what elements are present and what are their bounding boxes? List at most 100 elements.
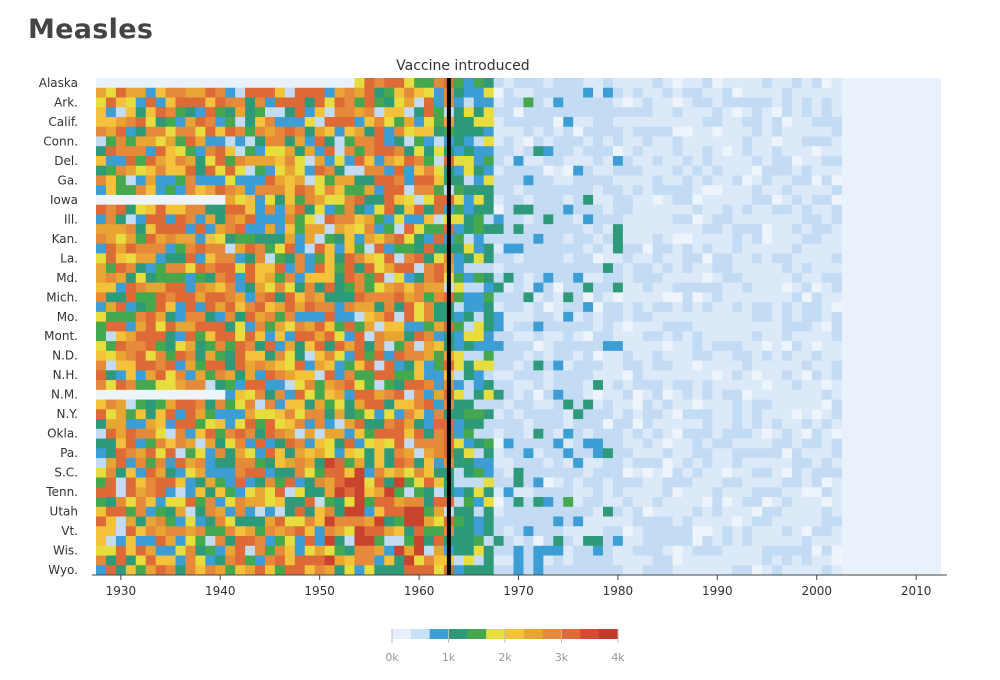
heatmap-cell bbox=[434, 126, 445, 137]
heatmap-cell bbox=[553, 263, 564, 274]
heatmap-cell bbox=[404, 87, 415, 98]
heatmap-cell bbox=[742, 526, 753, 537]
heatmap-cell bbox=[583, 458, 594, 469]
heatmap-cell bbox=[682, 302, 693, 313]
heatmap-cell bbox=[344, 389, 355, 400]
heatmap-cell bbox=[125, 126, 137, 137]
heatmap-cell bbox=[245, 224, 256, 235]
heatmap-cell bbox=[692, 438, 703, 449]
heatmap-cell bbox=[762, 555, 773, 566]
y-tick-label: S.C. bbox=[54, 466, 78, 480]
heatmap-cell bbox=[513, 506, 524, 517]
heatmap-cell bbox=[632, 419, 644, 430]
heatmap-cell bbox=[334, 555, 345, 566]
heatmap-cell bbox=[732, 360, 743, 371]
heatmap-cell bbox=[374, 477, 385, 488]
heatmap-cell bbox=[563, 204, 574, 215]
heatmap-cell bbox=[612, 282, 624, 293]
heatmap-cell bbox=[781, 409, 793, 420]
heatmap-cell bbox=[473, 136, 485, 147]
heatmap-cell bbox=[145, 555, 157, 566]
heatmap-cell bbox=[563, 175, 574, 186]
heatmap-cell bbox=[314, 428, 326, 439]
heatmap-cell bbox=[523, 545, 534, 556]
heatmap-cell bbox=[473, 204, 485, 215]
heatmap-cell bbox=[732, 78, 743, 89]
heatmap-cell bbox=[265, 389, 276, 400]
heatmap-cell bbox=[96, 194, 107, 206]
heatmap-cell bbox=[195, 136, 206, 147]
heatmap-cell bbox=[722, 214, 733, 225]
heatmap-cell bbox=[742, 477, 753, 488]
heatmap-cell bbox=[155, 487, 166, 498]
heatmap-cell bbox=[483, 243, 495, 254]
heatmap-cell bbox=[612, 214, 624, 225]
heatmap-cell bbox=[364, 155, 375, 167]
heatmap-cell bbox=[354, 87, 365, 98]
heatmap-cell bbox=[115, 370, 127, 381]
heatmap-cell bbox=[692, 116, 703, 128]
heatmap-cell bbox=[662, 448, 673, 459]
heatmap-cell bbox=[165, 282, 176, 293]
heatmap-cell bbox=[772, 204, 783, 215]
heatmap-cell bbox=[483, 341, 495, 352]
heatmap-cell bbox=[831, 107, 842, 118]
heatmap-cell bbox=[662, 331, 673, 342]
heatmap-cell bbox=[434, 263, 445, 274]
heatmap-cell bbox=[225, 341, 236, 352]
heatmap-cell bbox=[652, 419, 664, 430]
heatmap-cell bbox=[513, 155, 524, 167]
heatmap-cell bbox=[394, 107, 405, 118]
heatmap-cell bbox=[692, 311, 703, 323]
heatmap-cell bbox=[781, 97, 793, 108]
heatmap-cell bbox=[503, 292, 514, 303]
heatmap-cell bbox=[493, 389, 504, 400]
heatmap-cell bbox=[483, 146, 495, 157]
heatmap-cell bbox=[105, 243, 117, 254]
heatmap-cell bbox=[642, 321, 654, 332]
heatmap-cell bbox=[404, 194, 415, 206]
heatmap-cell bbox=[632, 389, 644, 400]
heatmap-cell bbox=[215, 97, 226, 108]
heatmap-cell bbox=[791, 165, 803, 176]
heatmap-cell bbox=[742, 263, 753, 274]
heatmap-cell bbox=[384, 555, 395, 566]
heatmap-cell bbox=[503, 331, 514, 342]
heatmap-cell bbox=[632, 536, 644, 547]
heatmap-cell bbox=[652, 399, 664, 410]
heatmap-cell bbox=[483, 399, 495, 410]
heatmap-cell bbox=[612, 78, 624, 89]
heatmap-cell bbox=[772, 97, 783, 108]
heatmap-cell bbox=[672, 253, 683, 264]
heatmap-cell bbox=[404, 477, 415, 488]
heatmap-cell bbox=[374, 165, 385, 176]
heatmap-cell bbox=[235, 526, 246, 537]
heatmap-cell bbox=[722, 536, 733, 547]
heatmap-cell bbox=[583, 536, 594, 547]
heatmap-cell bbox=[791, 175, 803, 186]
heatmap-cell bbox=[185, 350, 196, 362]
heatmap-cell bbox=[603, 126, 614, 137]
heatmap-cell bbox=[642, 419, 654, 430]
heatmap-cell bbox=[374, 107, 385, 118]
heatmap-cell bbox=[215, 126, 226, 137]
heatmap-cell bbox=[155, 107, 166, 118]
heatmap-cell bbox=[155, 565, 166, 576]
heatmap-cell bbox=[414, 477, 425, 488]
heatmap-cell bbox=[513, 321, 524, 332]
heatmap-cell bbox=[155, 311, 166, 323]
heatmap-cell bbox=[712, 146, 723, 157]
heatmap-cell bbox=[314, 516, 326, 527]
heatmap-cell bbox=[324, 350, 335, 362]
heatmap-cell bbox=[781, 204, 793, 215]
heatmap-cell bbox=[185, 477, 196, 488]
heatmap-cell bbox=[553, 224, 564, 235]
heatmap-cell bbox=[384, 341, 395, 352]
heatmap-cell bbox=[115, 311, 127, 323]
heatmap-cell bbox=[583, 107, 594, 118]
heatmap-cell bbox=[304, 272, 316, 284]
heatmap-cell bbox=[622, 311, 634, 323]
heatmap-cell bbox=[414, 78, 425, 89]
heatmap-cell bbox=[702, 555, 713, 566]
heatmap-cell bbox=[831, 399, 842, 410]
